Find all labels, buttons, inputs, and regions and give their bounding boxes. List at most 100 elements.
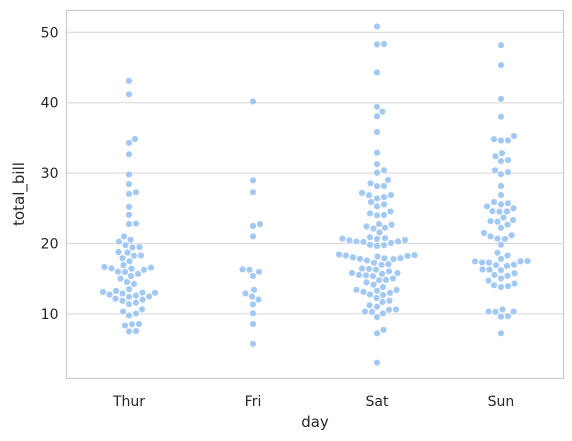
data-point-sun <box>490 281 498 289</box>
data-point-thur <box>123 249 132 257</box>
data-point-thur <box>127 265 136 273</box>
data-point-sat <box>373 313 381 321</box>
data-point-sun <box>497 200 505 208</box>
data-point-sun <box>485 259 493 267</box>
data-point-thur <box>147 264 155 272</box>
data-point-sat <box>393 269 402 277</box>
data-point-thur <box>125 311 133 320</box>
data-point-sun <box>497 313 505 321</box>
data-point-thur <box>119 307 127 316</box>
data-point-thur <box>128 320 136 328</box>
data-point-thur <box>151 289 159 297</box>
data-point-sat <box>366 290 374 299</box>
data-point-sun <box>497 274 505 282</box>
data-point-sun <box>503 262 511 270</box>
data-point-sat <box>373 252 382 261</box>
data-point-sat <box>363 256 371 265</box>
x-tick-label: Fri <box>245 394 262 410</box>
data-point-sat <box>361 308 369 316</box>
data-point-sun <box>503 251 512 260</box>
data-point-sat <box>401 236 409 244</box>
data-point-sat <box>373 128 381 136</box>
data-point-thur <box>120 232 128 240</box>
data-point-sun <box>497 283 505 291</box>
data-point-sat <box>410 251 419 259</box>
data-point-sun <box>490 198 498 206</box>
data-point-thur <box>145 292 153 300</box>
data-point-sat <box>373 182 381 190</box>
data-point-sat <box>385 297 394 305</box>
data-point-sun <box>497 182 505 190</box>
data-point-fri <box>256 220 264 228</box>
data-point-thur <box>138 296 147 304</box>
data-point-thur <box>137 251 145 260</box>
data-point-sun <box>491 152 500 160</box>
data-point-thur <box>121 268 129 276</box>
data-point-sun <box>497 224 505 232</box>
data-point-sat <box>365 265 373 273</box>
data-point-fri <box>249 222 257 230</box>
data-point-thur <box>127 272 135 280</box>
data-point-sat <box>372 294 381 302</box>
data-point-sat <box>355 271 363 279</box>
data-point-sat <box>345 236 354 244</box>
data-point-sat <box>379 309 387 317</box>
data-point-sat <box>403 252 412 260</box>
data-point-thur <box>125 77 133 85</box>
data-point-sun <box>490 135 498 143</box>
y-tick-label: 30 <box>41 166 59 182</box>
data-point-sat <box>379 326 388 334</box>
data-points <box>99 23 532 367</box>
data-point-fri <box>249 340 257 348</box>
data-point-thur <box>132 327 140 335</box>
data-point-sun <box>510 132 518 140</box>
data-point-fri <box>249 300 257 308</box>
data-point-thur <box>125 220 133 228</box>
data-point-sat <box>342 252 350 260</box>
data-point-sat <box>378 270 386 278</box>
data-point-thur <box>125 190 133 198</box>
x-tick-label: Sun <box>488 394 515 410</box>
data-point-sat <box>362 278 371 286</box>
data-point-sat <box>369 281 378 289</box>
data-point-sun <box>507 231 516 239</box>
data-point-sun <box>504 136 512 144</box>
data-point-sat <box>380 200 388 208</box>
data-point-sun <box>497 95 505 103</box>
data-point-sun <box>484 277 493 285</box>
data-point-thur <box>132 220 140 228</box>
data-point-thur <box>118 297 127 305</box>
data-point-sun <box>499 214 508 222</box>
data-point-sat <box>379 291 387 299</box>
data-point-sat <box>378 298 387 306</box>
data-point-sat <box>392 305 400 314</box>
data-point-thur <box>131 135 139 143</box>
data-point-sun <box>491 166 499 174</box>
data-point-thur <box>125 211 133 219</box>
data-point-sun <box>495 208 504 216</box>
data-point-fri <box>249 97 257 106</box>
data-point-thur <box>99 288 107 296</box>
data-point-thur <box>125 293 133 301</box>
data-point-sun <box>510 269 519 277</box>
data-point-sun <box>471 257 479 265</box>
data-point-sun <box>478 265 487 274</box>
data-point-sun <box>504 156 512 164</box>
data-point-sun <box>497 136 505 145</box>
data-point-sun <box>490 271 499 279</box>
data-point-sun <box>497 41 505 49</box>
data-point-sat <box>375 276 383 284</box>
data-point-sat <box>375 228 384 236</box>
x-tick-label: Thur <box>112 394 145 410</box>
data-point-sun <box>501 235 509 243</box>
data-point-thur <box>135 320 143 328</box>
data-point-thur <box>100 263 109 271</box>
data-point-sat <box>368 308 376 316</box>
data-point-thur <box>126 236 135 244</box>
data-point-sat <box>373 303 381 311</box>
data-point-sat <box>373 211 381 219</box>
data-point-sat <box>373 68 381 76</box>
data-point-sun <box>484 307 493 316</box>
